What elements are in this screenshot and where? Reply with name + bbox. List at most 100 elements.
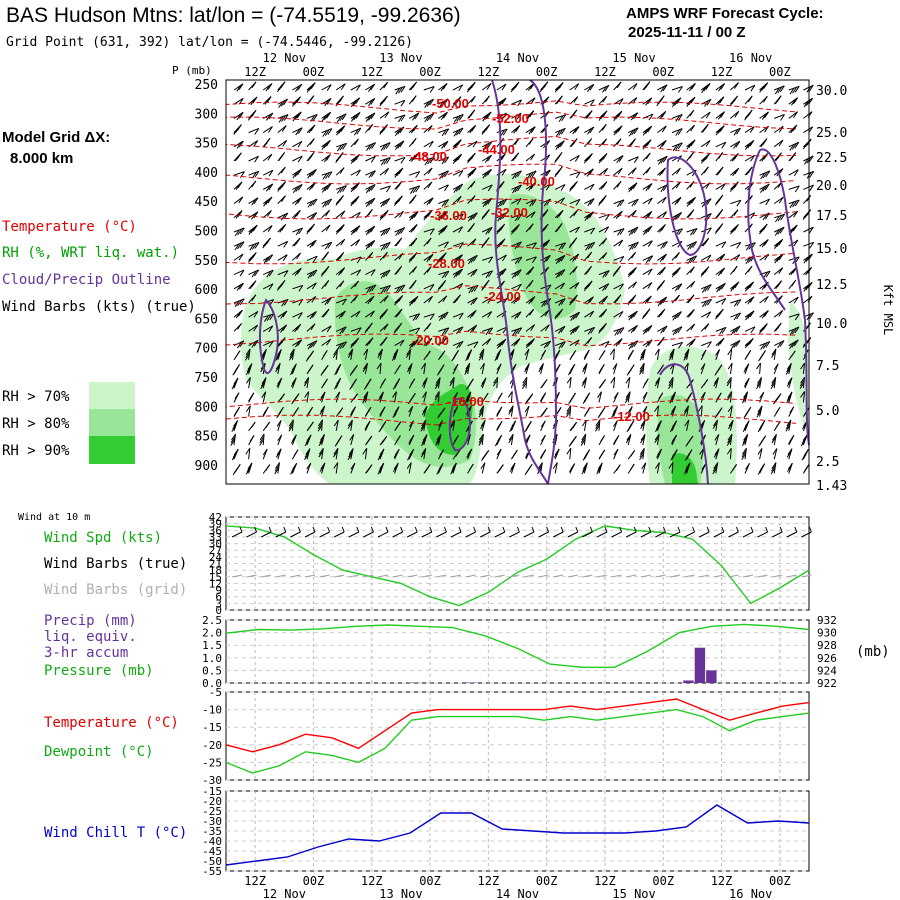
wind-barb-staff [729, 348, 733, 360]
wind-barb-feather [335, 227, 341, 235]
temp-label: -40.00 [518, 174, 555, 189]
wind-barb-feather [673, 268, 679, 276]
wind-barb-feather [560, 269, 566, 276]
wind-barb [657, 308, 666, 318]
wind-barb [642, 125, 653, 136]
wind-barb [730, 299, 742, 307]
wind-barb-feather [307, 201, 313, 208]
wind-barb [569, 339, 580, 347]
wind-barb-staff [496, 254, 507, 261]
wind-barb-feather [422, 377, 428, 385]
wind-barb-feather [399, 339, 405, 347]
left-axis-tick: -5 [209, 686, 222, 699]
wind-barb-feather [254, 155, 259, 163]
wind-barb [394, 227, 406, 237]
wind-barb-feather [486, 83, 492, 90]
wind-barb-feather [295, 85, 300, 92]
wind-barb-staff [321, 405, 326, 417]
wind-barb-feather [604, 226, 610, 234]
wind-barb-feather [589, 126, 595, 134]
wind-barb-feather [672, 144, 678, 152]
wind-barb-feather [348, 348, 354, 356]
wind-barb-feather [427, 181, 433, 189]
wind-barb-feather [706, 284, 712, 291]
wind-barb [642, 152, 651, 162]
right-axis-tick: 924 [817, 664, 837, 677]
wind-barb-feather [643, 83, 649, 90]
wind-barb-feather [276, 351, 281, 359]
wind-barb-feather [291, 377, 297, 385]
wind-barb [799, 376, 806, 390]
wind-barb-feather [735, 325, 741, 333]
wind-barb-feather [312, 269, 318, 277]
wind-barb-feather [502, 112, 507, 120]
wind-barb-feather [560, 127, 566, 135]
wind-barb-staff [788, 185, 800, 190]
wind-barb [598, 364, 605, 375]
wind-barb-feather [747, 297, 753, 305]
wind-barb [627, 325, 638, 334]
wind-barb [481, 154, 492, 163]
wind-barb [365, 124, 374, 133]
wind-barb-staff [262, 126, 273, 134]
wind-barb [350, 195, 360, 207]
wind-barb-feather [281, 181, 287, 188]
wind-barb-feather [347, 351, 353, 358]
wind-barb [771, 348, 777, 360]
bottom-date-tick: 15 Nov [612, 887, 655, 900]
wind-barb-staff [788, 97, 798, 105]
wind-barb [715, 141, 727, 149]
wind-barb [730, 325, 741, 336]
wind-barb-staff [467, 140, 478, 148]
wind-barb [335, 407, 344, 417]
wind-barb-feather [340, 267, 346, 274]
wind-barb-feather [469, 311, 475, 319]
wind-barb [262, 83, 273, 92]
wind-barb-feather [615, 127, 621, 134]
wind-barb-feather [458, 268, 463, 276]
wind-barb-feather [396, 297, 402, 304]
wind-barb-feather [727, 391, 733, 398]
top-hour-tick: 12Z [594, 65, 616, 79]
wind-barb-feather [717, 113, 723, 120]
wind-barb-feather [676, 97, 682, 105]
wind-barb-feather [647, 183, 653, 190]
wind-barb [306, 198, 318, 208]
wind-barb [569, 171, 581, 179]
wind-barb-feather [744, 341, 750, 349]
wind-barb-feather [762, 223, 768, 231]
wind-barb-feather [333, 348, 339, 356]
wind-barb-feather [686, 143, 692, 150]
wind-barb-staff [715, 241, 727, 247]
wind-barb [773, 393, 782, 405]
temperature-panel-label: Temperature (°C) [44, 715, 179, 731]
wind-barb-staff [584, 99, 595, 105]
wind-barb [598, 181, 608, 190]
wind-barb-feather [383, 270, 388, 278]
wind-barb-staff [394, 349, 399, 360]
wind-barb-feather [531, 256, 537, 264]
wind-barb [642, 197, 653, 205]
wind-barb [671, 341, 683, 349]
wind-barb-feather [631, 242, 637, 250]
wind-barb-feather [557, 141, 563, 149]
wind-barb [773, 280, 783, 290]
wind-barb-staff [759, 362, 761, 375]
wind-barb [496, 212, 507, 222]
wind-barb-staff [788, 363, 792, 375]
top-date-tick: 15 Nov [612, 51, 655, 65]
wind-barb-feather [558, 342, 564, 349]
wind-barb [452, 340, 464, 349]
wind-barb-feather [438, 101, 444, 108]
wind-barb-feather [704, 285, 710, 292]
wind-barb [566, 377, 572, 389]
wind-barb-feather [304, 391, 310, 398]
wind-barb [598, 308, 608, 318]
wind-barb [248, 269, 259, 278]
wind-barb-feather [692, 255, 698, 263]
wind-barb-staff [525, 211, 536, 219]
wind-barb-feather [744, 377, 750, 385]
wind-barb [525, 256, 537, 264]
bottom-date-tick: 16 Nov [729, 887, 772, 900]
wind-barb-feather [283, 114, 289, 121]
